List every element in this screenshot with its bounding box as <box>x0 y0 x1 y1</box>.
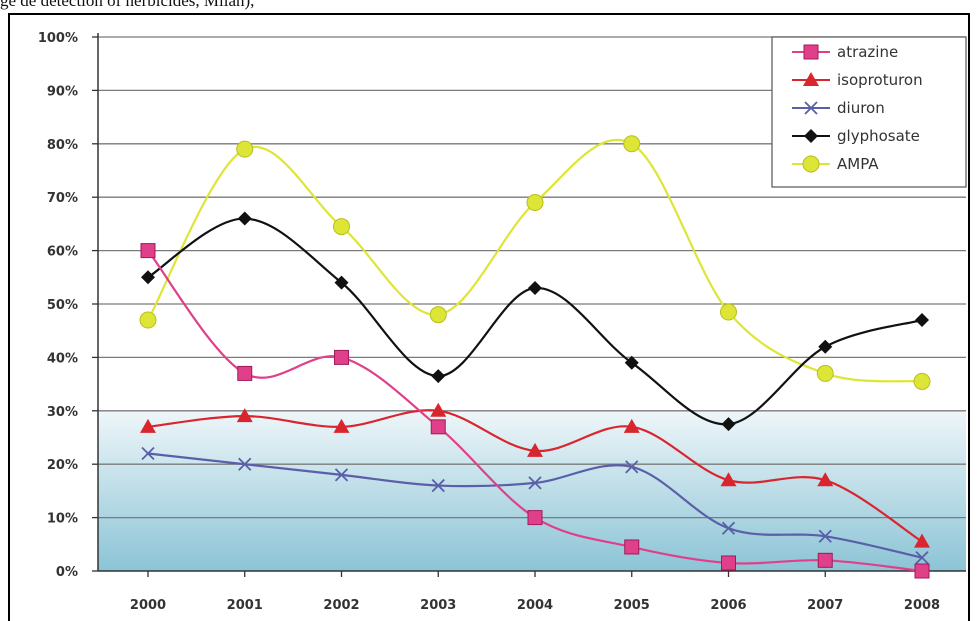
legend-marker-glyphosate <box>804 129 818 143</box>
y-tick-label: 70% <box>47 191 78 206</box>
series-line-atrazine <box>147 249 923 573</box>
data-point-glyphosate <box>141 270 155 285</box>
y-tick-label: 10% <box>47 512 78 527</box>
x-tick-label: 2002 <box>323 598 359 613</box>
x-tick-label: 2001 <box>227 598 263 613</box>
y-tick-label: 60% <box>47 245 78 260</box>
data-point-isoproturon <box>914 533 930 548</box>
data-point-isoproturon <box>236 408 253 423</box>
data-point-ampa <box>913 372 931 390</box>
y-tick-label: 50% <box>47 298 78 313</box>
data-point-atrazine <box>624 539 640 555</box>
legend-label-isoproturon: isoproturon <box>837 71 923 89</box>
frame-left-line <box>8 13 10 621</box>
data-point-diuron <box>818 529 832 543</box>
legend-marker-atrazine <box>803 44 819 60</box>
data-point-diuron <box>141 446 155 461</box>
data-point-diuron <box>721 521 736 535</box>
data-point-ampa <box>623 135 641 153</box>
data-point-diuron <box>625 460 639 474</box>
x-tick-label: 2004 <box>517 598 553 613</box>
plot-shading <box>98 410 966 571</box>
x-tick-label: 2008 <box>904 598 940 613</box>
legend-marker-isoproturon <box>803 72 819 86</box>
legend-label-diuron: diuron <box>837 99 885 117</box>
data-point-ampa <box>236 140 254 158</box>
legend-label-atrazine: atrazine <box>837 43 898 61</box>
data-point-glyphosate <box>528 280 542 295</box>
legend-marker-diuron <box>804 101 818 115</box>
data-point-atrazine <box>817 552 833 568</box>
data-point-glyphosate <box>334 275 349 290</box>
legend-label-glyphosate: glyphosate <box>837 127 920 145</box>
data-point-ampa <box>816 364 834 382</box>
x-tick-label: 2007 <box>807 598 843 613</box>
data-point-isoproturon <box>527 442 543 457</box>
y-tick-label: 30% <box>47 405 78 420</box>
data-point-glyphosate <box>431 369 446 384</box>
data-point-glyphosate <box>624 355 639 370</box>
x-tick-label: 2003 <box>420 598 456 613</box>
series-line-ampa <box>147 138 923 383</box>
data-point-diuron <box>334 468 349 482</box>
x-tick-label: 2006 <box>710 598 746 613</box>
data-point-isoproturon <box>720 472 737 487</box>
y-tick-label: 90% <box>47 84 78 99</box>
data-point-glyphosate <box>915 313 929 328</box>
data-point-ampa <box>526 194 544 212</box>
y-tick-label: 80% <box>47 138 78 153</box>
data-point-isoproturon <box>623 418 640 433</box>
y-tick-label: 0% <box>56 565 78 580</box>
data-point-atrazine <box>334 349 349 365</box>
data-point-isoproturon <box>817 472 834 487</box>
x-tick-label: 2005 <box>614 598 650 613</box>
data-point-ampa <box>429 306 447 324</box>
frame-right-line <box>968 13 970 621</box>
data-point-glyphosate <box>237 211 252 226</box>
data-point-atrazine <box>527 510 543 526</box>
data-point-atrazine <box>721 555 736 571</box>
legend-label-ampa: AMPA <box>837 155 879 173</box>
series-line-glyphosate <box>147 217 923 426</box>
data-point-ampa <box>333 218 350 236</box>
data-point-glyphosate <box>818 339 833 354</box>
data-point-diuron <box>431 478 445 493</box>
data-point-isoproturon <box>333 418 350 433</box>
data-point-isoproturon <box>140 418 156 433</box>
data-point-atrazine <box>140 243 156 259</box>
data-point-ampa <box>139 311 157 329</box>
data-point-isoproturon <box>430 402 447 417</box>
y-tick-label: 40% <box>47 351 78 366</box>
x-tick-label: 2000 <box>130 598 166 613</box>
data-point-atrazine <box>430 419 446 435</box>
caption-text: ge de detection of herbicides, Milan), <box>0 0 255 10</box>
data-point-atrazine <box>237 365 253 381</box>
data-point-ampa <box>720 303 737 321</box>
legend-marker-ampa <box>802 155 820 173</box>
data-point-diuron <box>915 551 929 565</box>
frame-top-line <box>8 13 970 15</box>
y-tick-label: 20% <box>47 458 78 473</box>
y-tick-label: 100% <box>38 31 78 46</box>
data-point-diuron <box>528 476 542 490</box>
data-point-atrazine <box>914 563 930 579</box>
data-point-diuron <box>238 457 252 471</box>
series-line-diuron <box>147 452 923 559</box>
data-point-glyphosate <box>721 417 736 432</box>
